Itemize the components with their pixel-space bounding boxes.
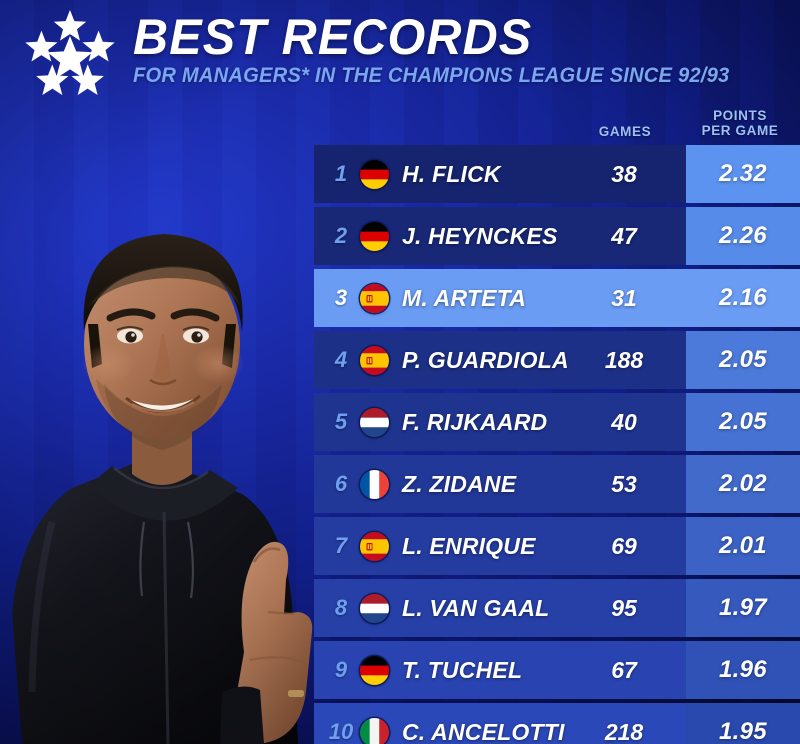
manager-photo (0, 92, 332, 744)
row-points-per-game-value: 2.32 (686, 145, 800, 203)
flag-spain-icon (360, 346, 389, 375)
table-row[interactable]: 5 F. RIJKAARD 40 2.05 (314, 393, 800, 451)
flag-netherlands-icon (360, 594, 389, 623)
row-games-value: 40 (611, 408, 637, 435)
page-subtitle: FOR MANAGERS* IN THE CHAMPIONS LEAGUE SI… (133, 64, 730, 87)
row-rank: 3 (334, 285, 348, 310)
row-games-value: 95 (611, 594, 637, 621)
flag-germany-icon (360, 656, 389, 685)
row-manager-name: M. ARTETA (402, 284, 527, 311)
row-rank: 8 (334, 595, 348, 620)
row-games-value: 47 (611, 222, 637, 249)
row-manager-name: C. ANCELOTTI (402, 718, 565, 744)
row-manager-name: J. HEYNCKES (402, 222, 558, 249)
table-row[interactable]: 10 C. ANCELOTTI 218 1.95 (314, 703, 800, 744)
row-rank: 4 (334, 347, 348, 372)
table-row[interactable]: 8 L. VAN GAAL 95 1.97 (314, 579, 800, 637)
row-rank: 1 (334, 161, 348, 186)
row-manager-name: H. FLICK (402, 160, 501, 187)
row-manager-name: F. RIJKAARD (402, 408, 548, 435)
row-points-per-game-value: 2.02 (686, 455, 800, 513)
row-points-per-game-value: 1.97 (686, 579, 800, 637)
table-row[interactable]: 7 L. ENRIQUE 69 2.01 (314, 517, 800, 575)
page-header: BEST RECORDS FOR MANAGERS* IN THE CHAMPI… (0, 0, 800, 100)
row-rank: 6 (334, 471, 348, 496)
column-headers: GAMES POINTS PER GAME (0, 100, 800, 145)
row-games-value: 188 (604, 346, 644, 373)
row-rank: 5 (334, 409, 348, 434)
row-games-value: 31 (611, 284, 637, 311)
row-points-per-game-value: 1.95 (686, 703, 800, 744)
row-games-value: 218 (604, 718, 644, 744)
row-points-per-game-value: 2.16 (686, 269, 800, 327)
row-games-value: 67 (611, 656, 637, 683)
rankings-table: 1 H. FLICK 38 2.32 2 J. HEYNCKES 47 2.26 3 M. ART… (314, 145, 800, 744)
column-header-points-per-game: POINTS PER GAME (680, 108, 800, 138)
row-points-per-game-value: 2.26 (686, 207, 800, 265)
row-games-value: 38 (611, 160, 637, 187)
table-row[interactable]: 9 T. TUCHEL 67 1.96 (314, 641, 800, 699)
row-manager-name: L. ENRIQUE (402, 532, 536, 559)
row-points-per-game-value: 2.05 (686, 331, 800, 389)
uefa-champions-league-starball-icon (16, 6, 124, 98)
flag-france-icon (360, 470, 389, 499)
row-rank: 10 (328, 719, 354, 744)
table-row[interactable]: 2 J. HEYNCKES 47 2.26 (314, 207, 800, 265)
flag-spain-icon (360, 532, 389, 561)
row-rank: 2 (334, 223, 348, 248)
flag-spain-icon (360, 284, 389, 313)
column-header-games: GAMES (598, 124, 652, 139)
row-manager-name: T. TUCHEL (402, 656, 523, 683)
column-header-ppg-line2: PER GAME (701, 123, 779, 138)
row-manager-name: P. GUARDIOLA (402, 346, 569, 373)
flag-germany-icon (360, 160, 389, 189)
row-games-value: 53 (611, 470, 637, 497)
row-games-value: 69 (611, 532, 637, 559)
row-points-per-game-value: 2.01 (686, 517, 800, 575)
row-manager-name: L. VAN GAAL (402, 594, 550, 621)
flag-germany-icon (360, 222, 389, 251)
table-row[interactable]: 6 Z. ZIDANE 53 2.02 (314, 455, 800, 513)
row-rank: 9 (334, 657, 348, 682)
column-header-ppg-line1: POINTS (713, 108, 767, 123)
flag-netherlands-icon (360, 408, 389, 437)
table-row[interactable]: 4 P. GUARDIOLA 188 2.05 (314, 331, 800, 389)
row-points-per-game-value: 2.05 (686, 393, 800, 451)
row-points-per-game-value: 1.96 (686, 641, 800, 699)
table-row[interactable]: 3 M. ARTETA 31 2.16 (314, 269, 800, 327)
page-title: BEST RECORDS (133, 9, 533, 65)
table-row[interactable]: 1 H. FLICK 38 2.32 (314, 145, 800, 203)
flag-italy-icon (360, 718, 389, 744)
row-manager-name: Z. ZIDANE (402, 470, 517, 497)
row-rank: 7 (334, 533, 348, 558)
